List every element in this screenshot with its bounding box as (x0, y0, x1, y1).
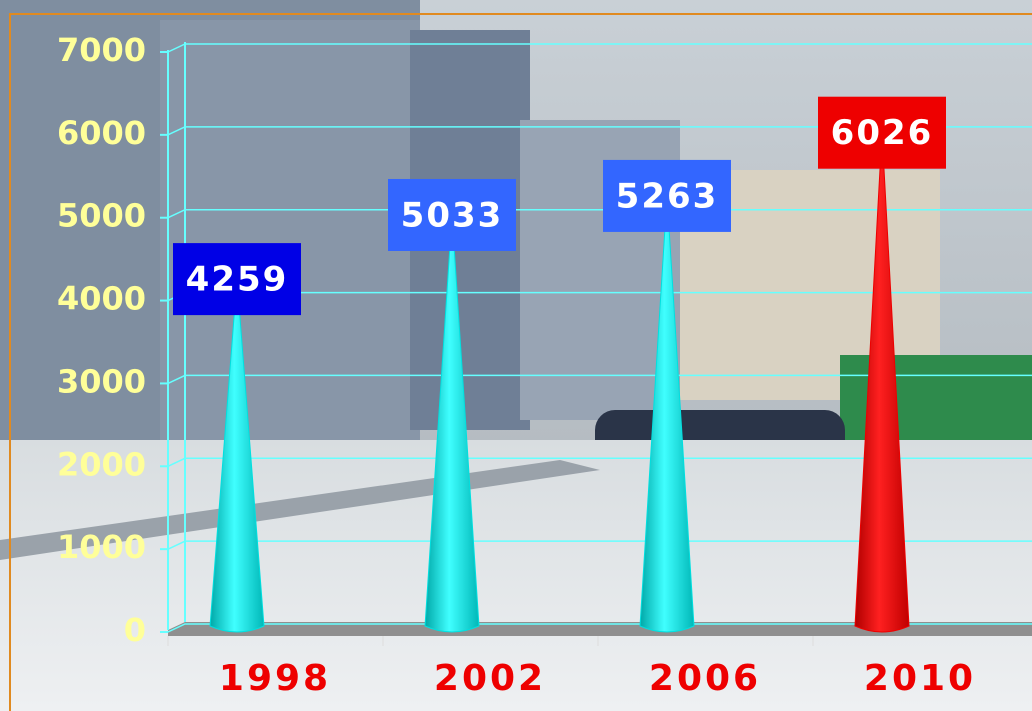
y-tick-label: 3000 (57, 362, 146, 400)
y-tick-label: 6000 (57, 114, 146, 152)
y-tick-label: 1000 (57, 528, 146, 566)
y-tick-label: 5000 (57, 197, 146, 235)
x-tick-label: 2002 (434, 658, 546, 699)
y-tick-label: 4000 (57, 280, 146, 318)
value-label: 6026 (831, 113, 934, 153)
x-tick-label: 2010 (864, 658, 976, 699)
y-tick-label: 7000 (57, 31, 146, 69)
x-tick-label: 1998 (219, 658, 331, 699)
value-label: 5033 (401, 195, 504, 235)
page: {"chart_data": {"type": "cone", "categor… (0, 0, 1032, 711)
value-label: 5263 (616, 176, 719, 216)
chart: 0 1000 2000 3000 4000 5000 6000 7000 1998 4259 200… (0, 0, 1032, 711)
x-tick-label: 2006 (649, 658, 761, 699)
y-tick-label: 2000 (57, 445, 146, 483)
value-label: 4259 (186, 260, 289, 300)
y-tick-label: 0 (124, 611, 146, 649)
